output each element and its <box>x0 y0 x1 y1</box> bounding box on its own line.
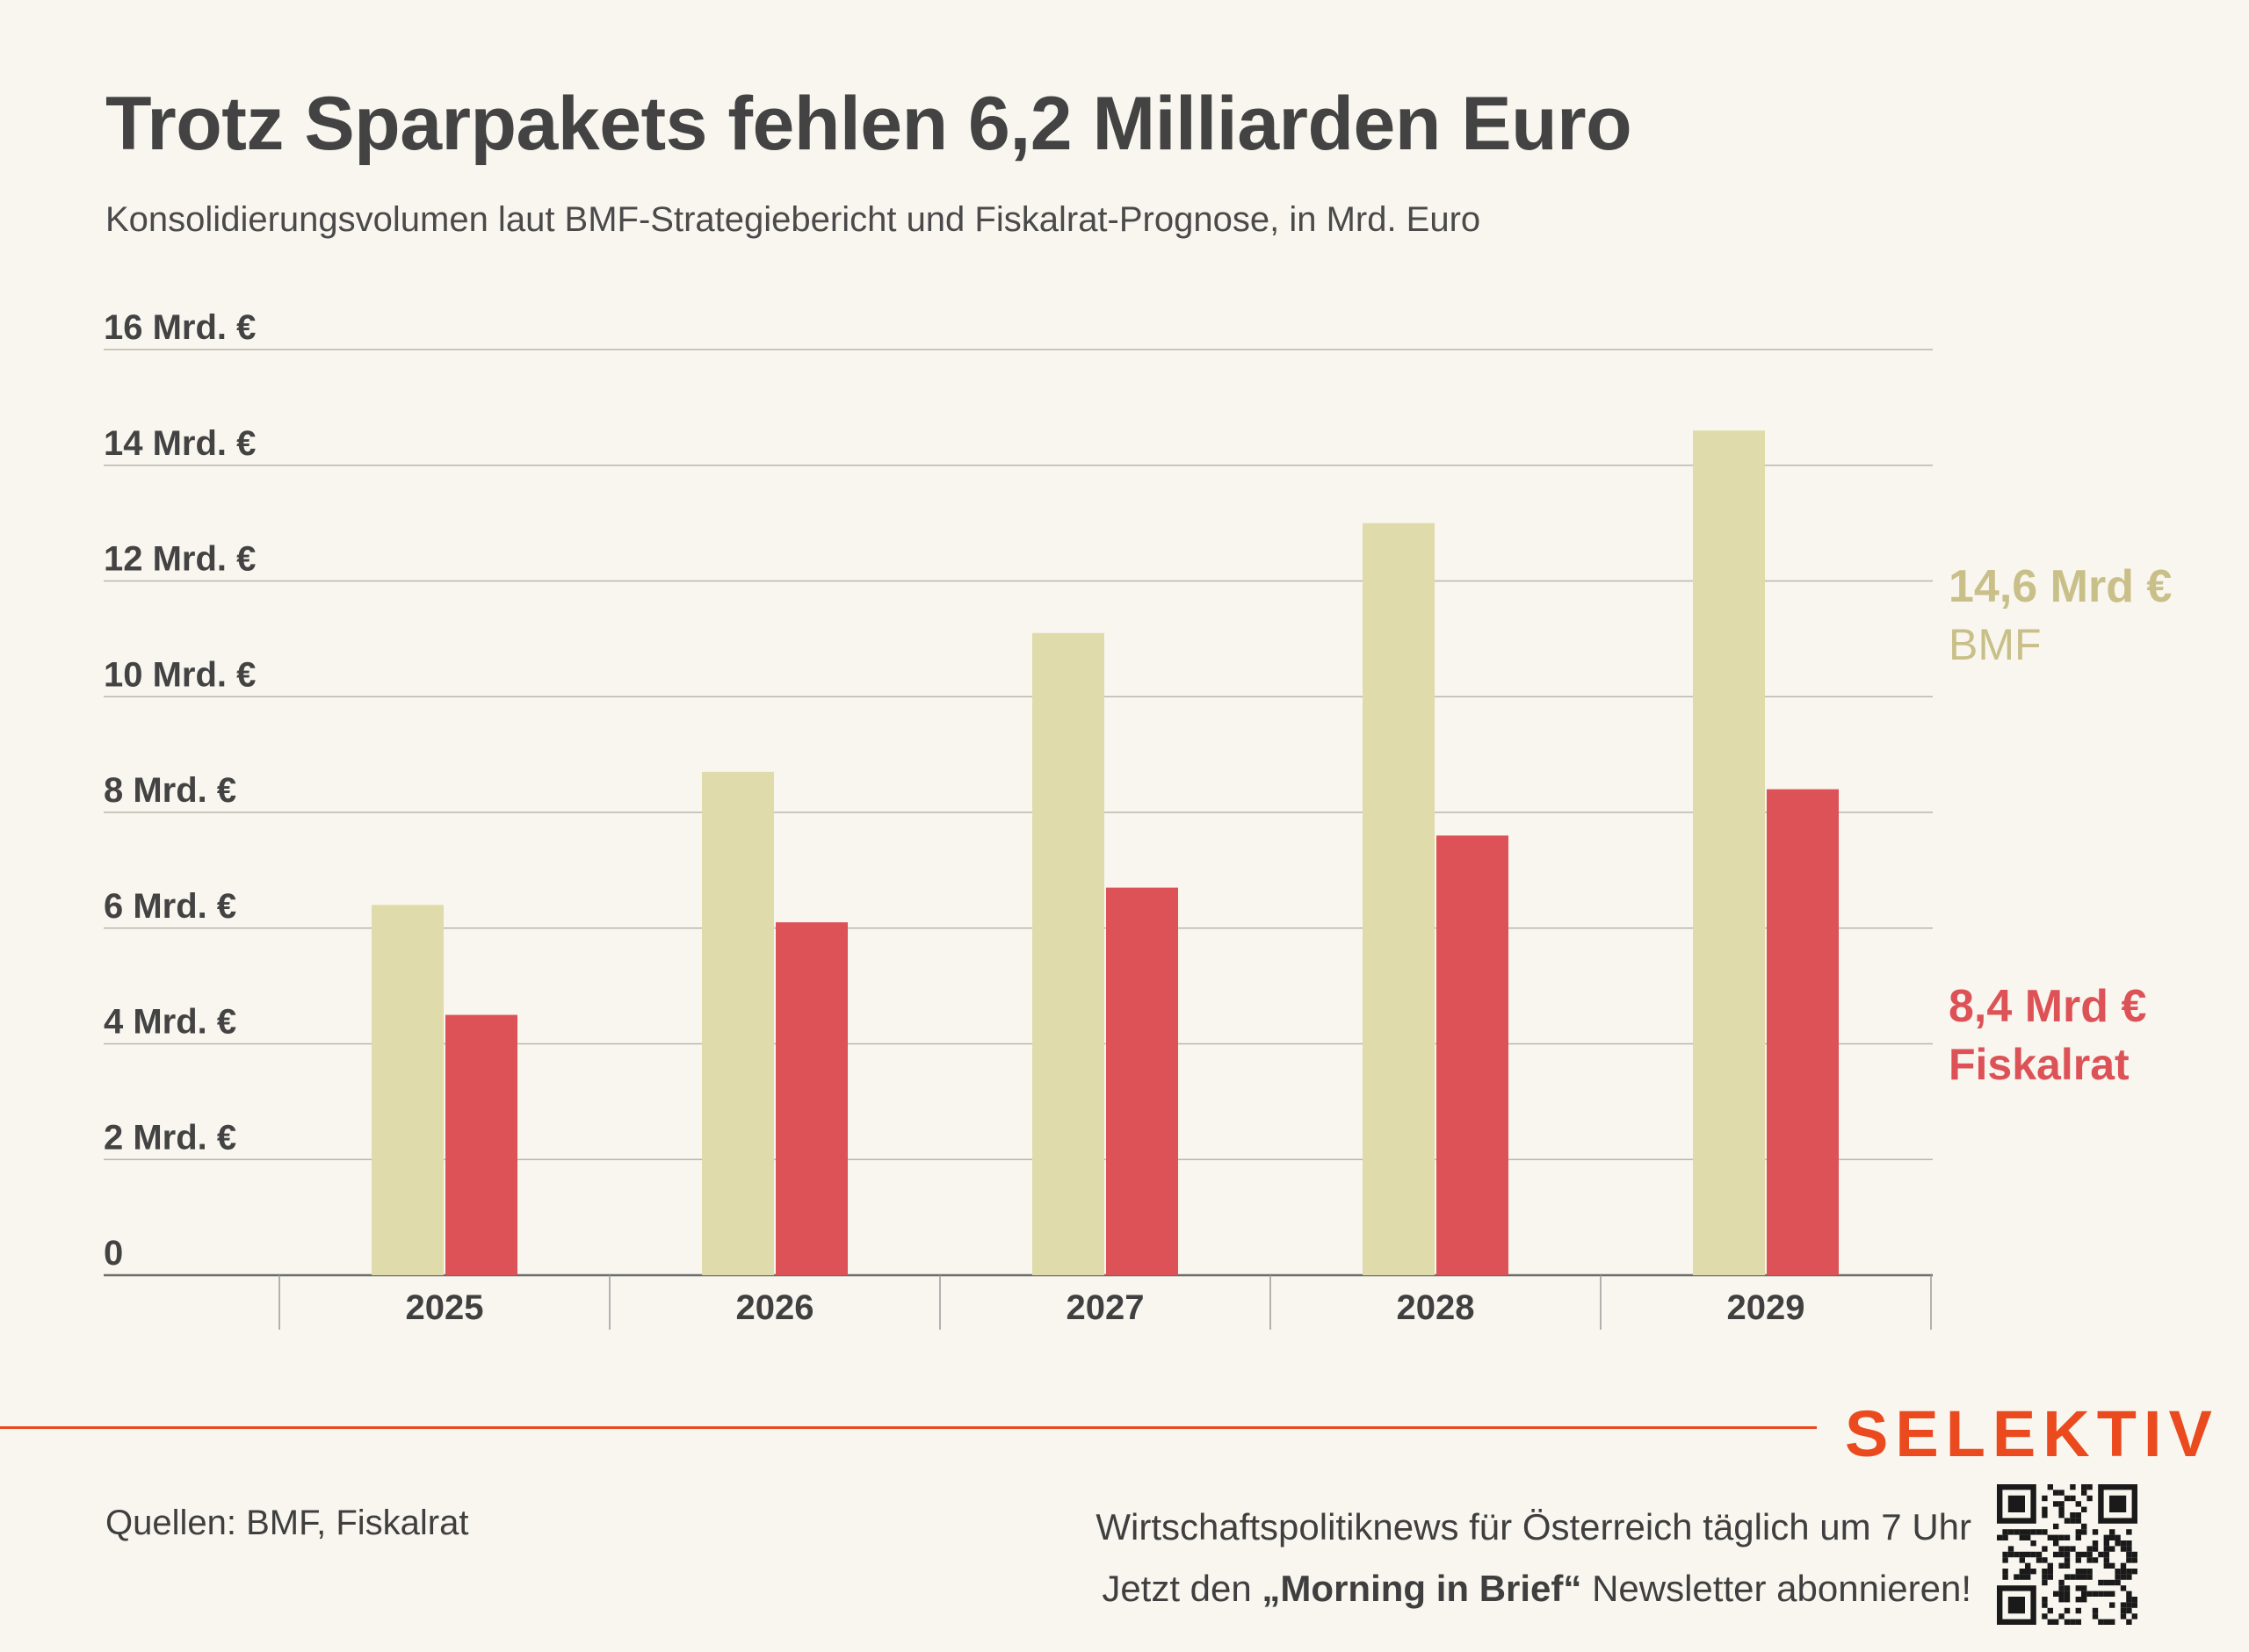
x-tick-label: 2029 <box>1727 1288 1805 1327</box>
footer-divider <box>0 1426 1817 1429</box>
newsletter-promo: Wirtschaftspolitiknews für Österreich tä… <box>1096 1497 1971 1620</box>
promo-line-2-post: Newsletter abonnieren! <box>1581 1568 1971 1609</box>
promo-line-2: Jetzt den „Morning in Brief“ Newsletter … <box>1096 1558 1971 1620</box>
y-tick-label: 14 Mrd. € <box>104 424 256 463</box>
selektiv-logo: SELEKTIV <box>1845 1397 2219 1470</box>
bmf-bar-2028 <box>1363 523 1435 1275</box>
x-tick-label: 2027 <box>1067 1288 1145 1327</box>
qr-code-icon[interactable] <box>1997 1484 2137 1625</box>
x-tick-label: 2026 <box>736 1288 814 1327</box>
y-tick-label: 12 Mrd. € <box>104 540 256 579</box>
fiskalrat-bar-2028 <box>1436 835 1508 1275</box>
y-tick-label: 0 <box>104 1234 123 1273</box>
bmf-bar-2027 <box>1032 632 1104 1275</box>
y-tick-label: 6 Mrd. € <box>104 887 236 926</box>
bmf-series-name: BMF <box>1949 620 2042 669</box>
bmf-bar-2029 <box>1693 430 1765 1276</box>
promo-newsletter-name: „Morning in Brief“ <box>1262 1568 1582 1609</box>
x-tick-label: 2028 <box>1397 1288 1475 1327</box>
y-tick-label: 8 Mrd. € <box>104 771 236 810</box>
source-note: Quellen: BMF, Fiskalrat <box>105 1504 469 1542</box>
promo-line-2-pre: Jetzt den <box>1102 1568 1262 1609</box>
bmf-bar-2025 <box>372 905 444 1275</box>
fiskalrat-bar-2029 <box>1767 789 1839 1275</box>
promo-line-1: Wirtschaftspolitiknews für Österreich tä… <box>1096 1506 1971 1547</box>
fiskalrat-bar-2027 <box>1106 887 1178 1275</box>
fiskalrat-bar-2025 <box>445 1014 517 1275</box>
y-tick-label: 16 Mrd. € <box>104 308 256 347</box>
bmf-end-value: 14,6 Mrd € <box>1949 561 2173 612</box>
fiskalrat-bar-2026 <box>776 922 848 1275</box>
fiskalrat-series-name: Fiskalrat <box>1949 1040 2130 1089</box>
x-tick-label: 2025 <box>406 1288 484 1327</box>
chart-title: Trotz Sparpakets fehlen 6,2 Milliarden E… <box>105 82 1632 166</box>
bar-chart: 0 2 Mrd. € 4 Mrd. € 6 Mrd. € 8 Mrd. € 10 Mrd.… <box>104 308 1933 1330</box>
y-tick-label: 4 Mrd. € <box>104 1003 236 1042</box>
y-tick-label: 10 Mrd. € <box>104 655 256 694</box>
chart-subtitle: Konsolidierungsvolumen laut BMF-Strategi… <box>105 200 1481 239</box>
bmf-end-label: 14,6 Mrd € BMF <box>1949 558 2172 674</box>
fiskalrat-end-value: 8,4 Mrd € <box>1949 981 2147 1032</box>
bmf-bar-2026 <box>702 771 774 1275</box>
y-tick-label: 2 Mrd. € <box>104 1118 236 1157</box>
fiskalrat-end-label: 8,4 Mrd € Fiskalrat <box>1949 977 2146 1093</box>
